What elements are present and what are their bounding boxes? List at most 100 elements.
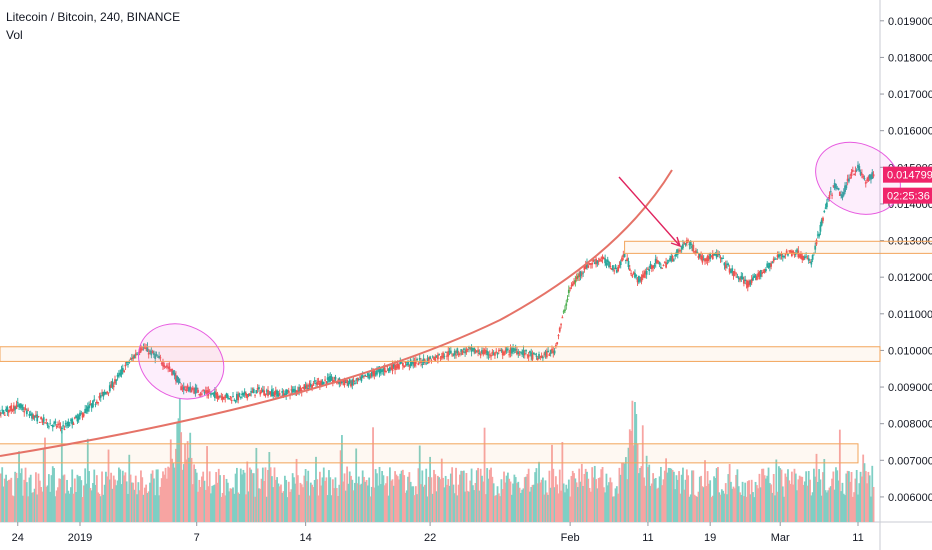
candle-body	[368, 374, 371, 379]
volume-bar	[3, 478, 6, 522]
volume-bar	[500, 479, 503, 522]
volume-bar	[557, 493, 560, 522]
candle-body	[326, 377, 329, 380]
candle-body	[195, 387, 198, 390]
price-tick-label: 0.008000	[888, 419, 932, 431]
candle-body	[228, 397, 231, 400]
projection-arrow-line[interactable]	[618, 176, 681, 247]
volume-bar	[714, 478, 717, 522]
candle-body	[692, 244, 695, 252]
volume-bar	[605, 473, 608, 522]
volume-bar	[663, 470, 666, 522]
volume-bar	[641, 425, 644, 522]
volume-bar	[95, 475, 98, 522]
volume-bar	[872, 487, 875, 522]
volume-bar	[508, 478, 511, 522]
volume-bar	[479, 468, 482, 522]
candle-body	[298, 387, 301, 392]
candle-body	[277, 393, 280, 397]
candle-body	[682, 244, 684, 249]
volume-bar	[133, 489, 136, 522]
candle-body	[25, 410, 28, 415]
candle-body	[666, 262, 669, 264]
volume-bar	[481, 475, 483, 522]
volume-bar	[171, 458, 173, 522]
volume-bar	[342, 481, 345, 522]
volume-bar	[401, 469, 404, 522]
candle-body	[77, 415, 80, 420]
volume-bar	[744, 482, 747, 522]
volume-bar	[667, 467, 670, 522]
candle-body	[709, 253, 712, 259]
volume-bar	[848, 471, 850, 522]
candle-body	[45, 419, 48, 421]
resistance-zone[interactable]	[624, 240, 932, 254]
volume-bar	[298, 494, 301, 522]
volume-bar	[5, 474, 7, 522]
parabolic-trend-curve[interactable]	[0, 169, 673, 457]
candle-body	[714, 253, 717, 256]
volume-bar	[103, 484, 106, 522]
candle-body	[90, 403, 93, 408]
candle-body	[140, 346, 142, 352]
volume-bar	[45, 486, 48, 522]
candle-body	[392, 363, 395, 368]
candle-body	[243, 391, 246, 395]
candle-body	[613, 270, 616, 272]
volume-bar	[128, 454, 131, 522]
volume-bar	[512, 483, 514, 522]
candle-body	[648, 269, 651, 272]
candle-body	[155, 354, 158, 356]
candle-body	[525, 349, 527, 352]
volume-bar	[102, 494, 105, 522]
candle-body	[85, 408, 88, 411]
volume-bar	[361, 470, 364, 522]
candle-body	[250, 390, 253, 393]
volume-bar	[230, 488, 233, 522]
volume-bar	[420, 484, 422, 522]
candle-body	[220, 396, 223, 398]
volume-bar	[762, 468, 765, 522]
volume-bar	[252, 473, 255, 522]
volume-bar	[473, 490, 476, 522]
candle-body	[464, 351, 467, 354]
candle-body	[160, 363, 163, 365]
volume-bar	[123, 475, 125, 522]
volume-bar	[676, 479, 679, 522]
candle-body	[259, 391, 262, 395]
volume-bar	[360, 483, 363, 522]
candle-body	[37, 416, 40, 418]
volume-bar	[571, 470, 574, 522]
candle-body	[570, 285, 573, 287]
candle-body	[780, 254, 783, 256]
volume-bar	[459, 474, 461, 522]
volume-bar	[753, 497, 756, 522]
volume-bar	[185, 459, 188, 522]
candle-body	[858, 166, 861, 172]
volume-bar	[554, 476, 557, 522]
volume-bar	[809, 479, 811, 522]
candle-body	[478, 352, 481, 354]
candle-body	[622, 254, 625, 257]
volume-bar	[643, 477, 645, 522]
candle-body	[361, 375, 364, 378]
volume-bar	[20, 468, 23, 522]
candle-body	[654, 258, 657, 264]
volume-bar	[212, 485, 215, 522]
candle-body	[825, 202, 828, 208]
volume-bar	[657, 487, 660, 522]
volume-bar	[14, 471, 17, 522]
candle-body	[855, 169, 858, 171]
volume-bar	[701, 486, 704, 522]
volume-bar	[6, 481, 9, 522]
candle-body	[832, 185, 835, 187]
volume-bar	[497, 493, 500, 522]
candle-body	[514, 348, 517, 351]
support-zone-upper[interactable]	[0, 346, 881, 362]
volume-bar	[652, 473, 655, 522]
highlight-ellipse[interactable]	[126, 310, 236, 412]
volume-bar	[328, 470, 330, 522]
support-zone-lower[interactable]	[0, 443, 859, 464]
